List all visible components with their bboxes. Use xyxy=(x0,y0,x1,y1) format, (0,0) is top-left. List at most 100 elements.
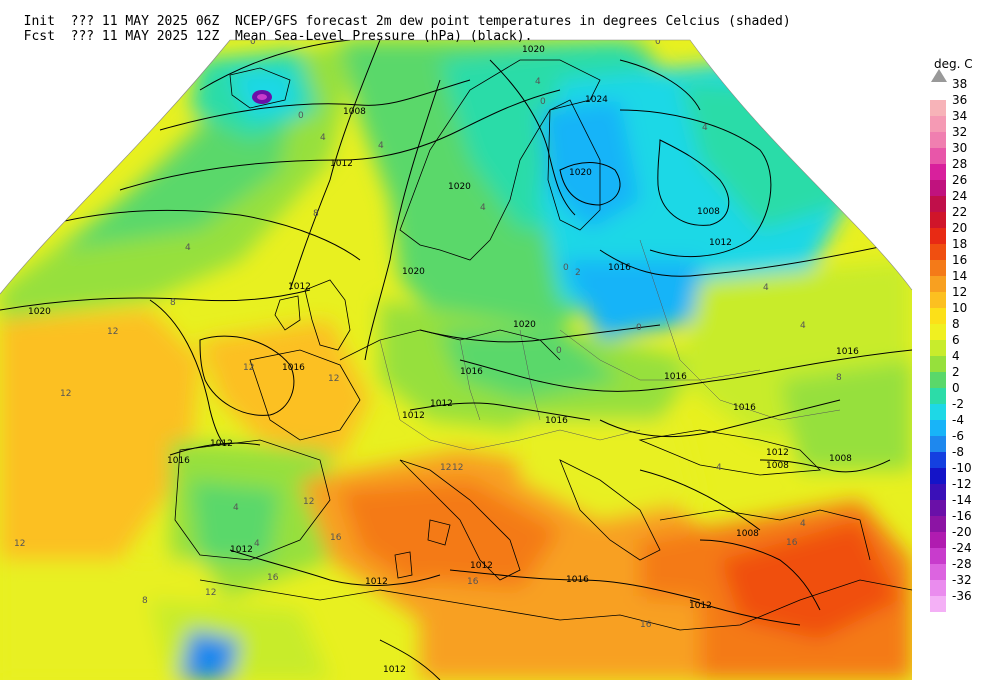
legend-label: -24 xyxy=(952,541,972,555)
legend-item: 8 xyxy=(930,317,996,340)
isobar-label: 1008 xyxy=(697,207,720,217)
title-line-2: Mean Sea-Level Pressure (hPa) (black). xyxy=(235,29,533,44)
isobar-label: 1016 xyxy=(733,403,756,413)
legend-item: 34 xyxy=(930,109,996,132)
dewpoint-label: 8 xyxy=(142,596,148,606)
legend-swatch xyxy=(930,164,946,180)
dewpoint-label: 16 xyxy=(467,577,479,587)
dewpoint-label: 4 xyxy=(320,133,326,143)
legend-swatch xyxy=(930,308,946,324)
isobar-label: 1008 xyxy=(736,529,759,539)
legend-swatch xyxy=(930,580,946,596)
legend-label: 2 xyxy=(952,365,960,379)
dewpoint-label: 4 xyxy=(702,123,708,133)
legend-swatch xyxy=(930,292,946,308)
isobar-label: 1020 xyxy=(402,267,425,277)
legend-swatch xyxy=(930,116,946,132)
isobar-label: 1008 xyxy=(829,454,852,464)
legend-label: 12 xyxy=(952,285,968,299)
legend-item: 10 xyxy=(930,301,996,324)
isobar-label: 1012 xyxy=(766,448,789,458)
legend-swatch xyxy=(930,516,946,532)
legend-swatch xyxy=(930,356,946,372)
isobar-label: 1012 xyxy=(365,577,388,587)
dewpoint-label: 16 xyxy=(786,538,798,548)
isobar-label: 1008 xyxy=(766,461,789,471)
legend-label: 0 xyxy=(952,381,960,395)
isobar-label: 1016 xyxy=(566,575,589,585)
legend-label: 18 xyxy=(952,237,968,251)
legend-swatch xyxy=(930,324,946,340)
legend-label: -8 xyxy=(952,445,964,459)
legend-item: -32 xyxy=(930,573,996,596)
legend-swatch xyxy=(930,212,946,228)
dewpoint-label: 4 xyxy=(378,141,384,151)
legend-swatch xyxy=(930,564,946,580)
isobar-label: 1012 xyxy=(470,561,493,571)
legend-swatch xyxy=(930,404,946,420)
dewpoint-label: 16 xyxy=(640,620,652,630)
legend-label: 4 xyxy=(952,349,960,363)
dewpoint-label: 0 xyxy=(250,37,256,47)
dewpoint-label: 4 xyxy=(185,243,191,253)
legend-top-arrow-icon xyxy=(931,69,947,82)
dewpoint-label: 4 xyxy=(535,77,541,87)
isobar-label: 1012 xyxy=(689,601,712,611)
isobar-label: 1016 xyxy=(460,367,483,377)
legend-item: -10 xyxy=(930,461,996,484)
legend-item: -20 xyxy=(930,525,996,548)
isobar-label: 1016 xyxy=(545,416,568,426)
legend-item: 28 xyxy=(930,157,996,180)
dewpoint-label: 12 xyxy=(60,389,71,399)
isobar-label: 1020 xyxy=(569,168,592,178)
isobar-label: 1016 xyxy=(282,363,305,373)
isobar-label: 1024 xyxy=(585,95,608,105)
legend-swatch xyxy=(930,484,946,500)
legend-item: 14 xyxy=(930,269,996,292)
legend-swatch xyxy=(930,596,946,612)
dewpoint-label: 0 xyxy=(563,263,569,273)
legend-swatch xyxy=(930,244,946,260)
legend-item: 18 xyxy=(930,237,996,260)
isobar-label: 1012 xyxy=(330,159,353,169)
legend-item: 16 xyxy=(930,253,996,276)
dewpoint-label: 0 xyxy=(636,323,642,333)
legend-swatch xyxy=(930,340,946,356)
legend-label: -36 xyxy=(952,589,972,603)
dewpoint-label: 12 xyxy=(440,463,451,473)
dewpoint-label: 4 xyxy=(800,321,806,331)
dewpoint-label: 2 xyxy=(575,268,581,278)
legend-swatch xyxy=(930,532,946,548)
dewpoint-label: 0 xyxy=(298,111,304,121)
legend-label: -20 xyxy=(952,525,972,539)
legend-label: 16 xyxy=(952,253,968,267)
fcst-time: ??? 11 MAY 2025 12Z xyxy=(70,29,220,44)
legend-item: 6 xyxy=(930,333,996,356)
isobar-label: 1012 xyxy=(709,238,732,248)
header-line-2: Fcst ??? 11 MAY 2025 12Z Mean Sea-Level … xyxy=(8,16,533,44)
legend-swatch xyxy=(930,180,946,196)
dewpoint-label: 12 xyxy=(328,374,339,384)
dewpoint-label: 16 xyxy=(267,573,279,583)
legend-label: 32 xyxy=(952,125,968,139)
dewpoint-labels: 0 0 0 0 0 0 0 2 4 4 4 4 4 4 4 4 4 4 4 4 … xyxy=(14,37,842,630)
legend-swatch xyxy=(930,148,946,164)
legend-swatch xyxy=(930,100,946,116)
legend-item: 2 xyxy=(930,365,996,388)
isobar-label: 1020 xyxy=(513,320,536,330)
isobar-label: 1012 xyxy=(430,399,453,409)
legend-item: 24 xyxy=(930,189,996,212)
legend-item: 12 xyxy=(930,285,996,308)
legend-label: 10 xyxy=(952,301,968,315)
dewpoint-label: 8 xyxy=(170,298,176,308)
legend-label: -28 xyxy=(952,557,972,571)
dewpoint-label: 0 xyxy=(556,346,562,356)
legend-label: -4 xyxy=(952,413,964,427)
legend-item: -8 xyxy=(930,445,996,468)
isobar-label: 1012 xyxy=(210,439,233,449)
dewpoint-label: 8 xyxy=(313,209,319,219)
legend-label: 26 xyxy=(952,173,968,187)
legend-label: -12 xyxy=(952,477,972,491)
